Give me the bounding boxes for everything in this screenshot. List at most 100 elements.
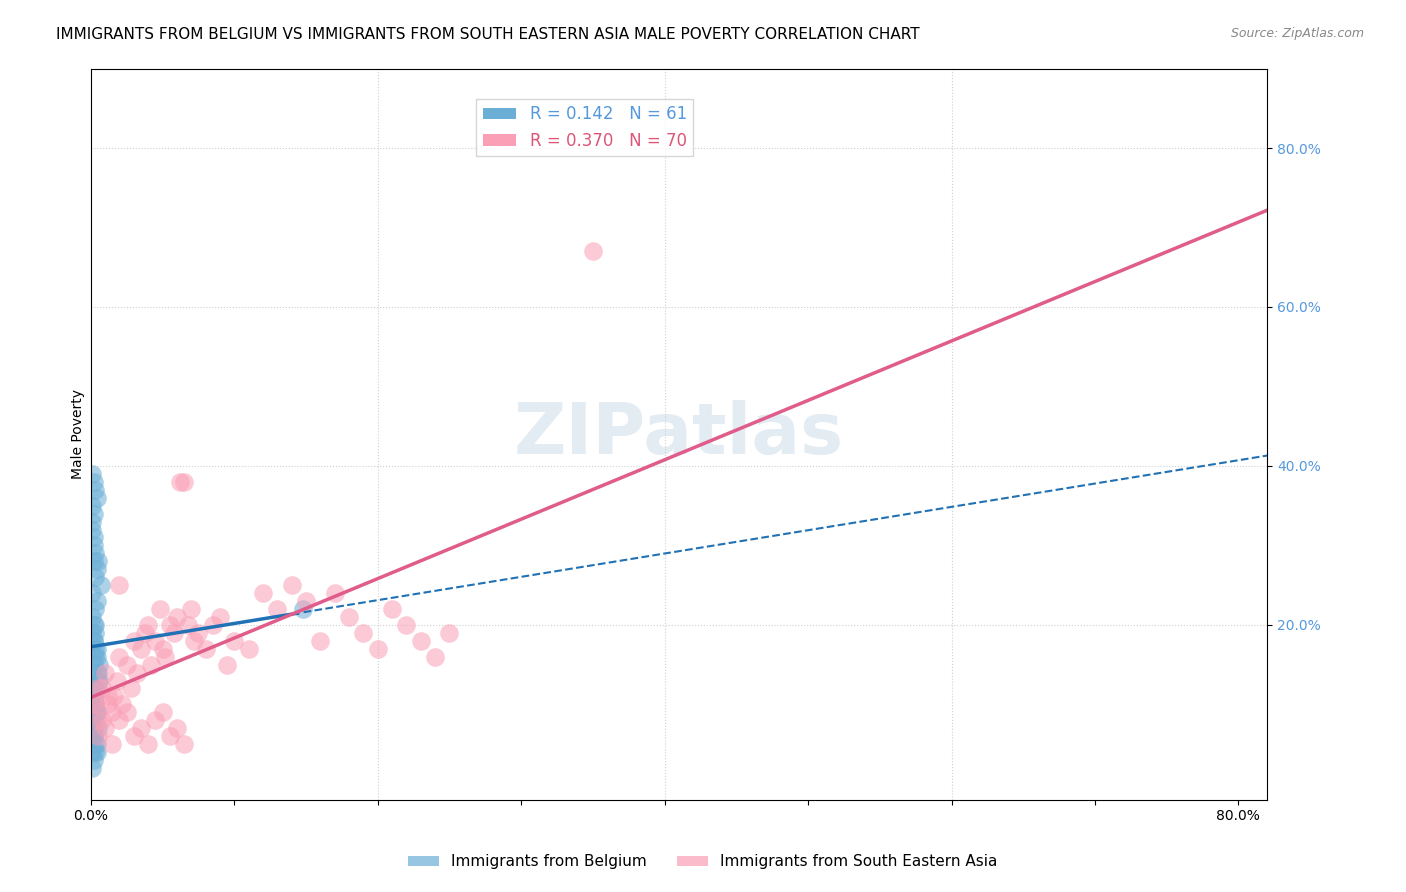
- Point: [86, 649, 108, 664]
- Point: [159, 729, 181, 743]
- Point: [152, 641, 174, 656]
- Point: [115, 657, 138, 672]
- Point: [87, 729, 110, 743]
- Point: [87, 673, 110, 688]
- Point: [84, 483, 107, 497]
- Point: [86, 745, 108, 759]
- Point: [111, 698, 134, 712]
- Point: [89, 657, 111, 672]
- Point: [83, 531, 105, 545]
- Point: [91, 713, 114, 727]
- Point: [177, 618, 200, 632]
- Point: [86, 562, 108, 576]
- Point: [115, 706, 138, 720]
- Text: ZIPatlas: ZIPatlas: [513, 400, 844, 468]
- Point: [125, 665, 148, 680]
- Point: [82, 610, 104, 624]
- Point: [83, 713, 105, 727]
- Point: [82, 499, 104, 513]
- Point: [139, 657, 162, 672]
- Point: [84, 570, 107, 584]
- Point: [83, 507, 105, 521]
- Point: [155, 649, 177, 664]
- Point: [187, 625, 209, 640]
- Point: [409, 633, 432, 648]
- Point: [82, 523, 104, 537]
- Point: [86, 594, 108, 608]
- Point: [134, 625, 156, 640]
- Point: [323, 586, 346, 600]
- Point: [108, 713, 131, 727]
- Legend: R = 0.142   N = 61, R = 0.370   N = 70: R = 0.142 N = 61, R = 0.370 N = 70: [477, 99, 693, 156]
- Point: [84, 745, 107, 759]
- Point: [105, 673, 128, 688]
- Point: [83, 538, 105, 552]
- Point: [423, 649, 446, 664]
- Point: [83, 729, 105, 743]
- Point: [83, 698, 105, 712]
- Legend: Immigrants from Belgium, Immigrants from South Eastern Asia: Immigrants from Belgium, Immigrants from…: [402, 848, 1004, 875]
- Point: [84, 641, 107, 656]
- Point: [309, 633, 332, 648]
- Point: [84, 690, 107, 704]
- Point: [82, 745, 104, 759]
- Point: [582, 244, 605, 259]
- Point: [86, 641, 108, 656]
- Point: [292, 602, 315, 616]
- Point: [82, 515, 104, 529]
- Point: [238, 641, 260, 656]
- Point: [337, 610, 360, 624]
- Point: [83, 633, 105, 648]
- Point: [90, 578, 112, 592]
- Point: [129, 641, 152, 656]
- Point: [194, 641, 217, 656]
- Point: [129, 721, 152, 735]
- Point: [103, 690, 125, 704]
- Point: [352, 625, 374, 640]
- Point: [91, 681, 114, 696]
- Point: [166, 721, 188, 735]
- Point: [143, 633, 166, 648]
- Point: [84, 698, 107, 712]
- Point: [82, 586, 104, 600]
- Point: [201, 618, 224, 632]
- Point: [163, 625, 186, 640]
- Point: [83, 554, 105, 568]
- Point: [89, 673, 111, 688]
- Point: [83, 721, 105, 735]
- Point: [82, 698, 104, 712]
- Point: [84, 681, 107, 696]
- Point: [252, 586, 274, 600]
- Point: [166, 610, 188, 624]
- Point: [86, 491, 108, 505]
- Text: IMMIGRANTS FROM BELGIUM VS IMMIGRANTS FROM SOUTH EASTERN ASIA MALE POVERTY CORRE: IMMIGRANTS FROM BELGIUM VS IMMIGRANTS FR…: [56, 27, 920, 42]
- Point: [136, 618, 159, 632]
- Point: [101, 706, 124, 720]
- Point: [367, 641, 389, 656]
- Point: [395, 618, 418, 632]
- Point: [87, 681, 110, 696]
- Point: [143, 713, 166, 727]
- Point: [173, 737, 195, 751]
- Point: [149, 602, 172, 616]
- Point: [84, 649, 107, 664]
- Point: [122, 729, 145, 743]
- Point: [84, 546, 107, 560]
- Point: [86, 706, 108, 720]
- Point: [84, 698, 107, 712]
- Point: [86, 737, 108, 751]
- Point: [84, 737, 107, 751]
- Text: Source: ZipAtlas.com: Source: ZipAtlas.com: [1230, 27, 1364, 40]
- Point: [84, 602, 107, 616]
- Point: [82, 625, 104, 640]
- Point: [82, 713, 104, 727]
- Point: [439, 625, 461, 640]
- Point: [381, 602, 404, 616]
- Point: [83, 633, 105, 648]
- Point: [180, 602, 202, 616]
- Point: [159, 618, 181, 632]
- Point: [83, 657, 105, 672]
- Point: [87, 554, 110, 568]
- Point: [87, 665, 110, 680]
- Point: [94, 665, 117, 680]
